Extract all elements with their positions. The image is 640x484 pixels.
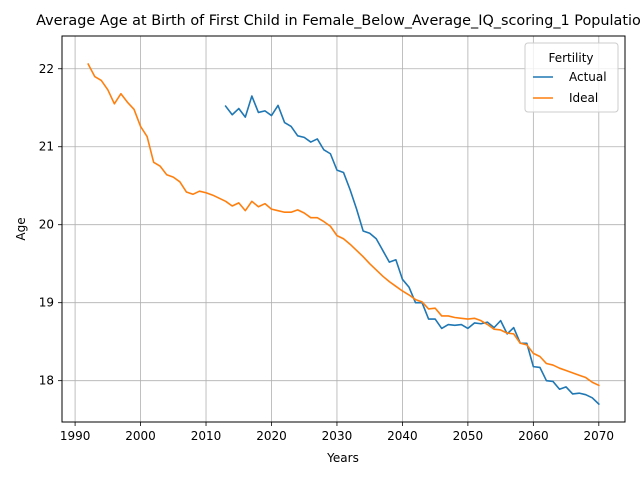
chart-title: Average Age at Birth of First Child in F… [36,13,640,29]
x-tick-label: 2010 [191,429,222,443]
y-axis-label: Age [14,217,28,240]
y-tick-label: 21 [39,140,54,154]
series-line-actual [224,95,600,406]
y-tick-label: 18 [39,374,54,388]
legend-label-actual: Actual [569,70,607,84]
x-tick-label: 1990 [60,429,91,443]
x-tick-label: 2070 [584,429,615,443]
x-tick-label: 2030 [322,429,353,443]
x-tick-label: 2020 [256,429,287,443]
x-tick-label: 2000 [125,429,156,443]
series-line-ideal [87,62,600,387]
legend: Fertility Actual Ideal [524,42,619,113]
y-tick-label: 22 [39,62,54,76]
x-tick-label: 2060 [518,429,549,443]
x-tick-label: 2040 [387,429,418,443]
y-tick-label: 19 [39,296,54,310]
y-tick-label: 20 [39,218,54,232]
legend-title: Fertility [548,51,593,65]
x-tick-label: 2050 [453,429,484,443]
legend-box [524,42,619,113]
legend-label-ideal: Ideal [569,91,598,105]
plot-area [61,35,626,423]
x-axis-label: Years [326,451,359,465]
